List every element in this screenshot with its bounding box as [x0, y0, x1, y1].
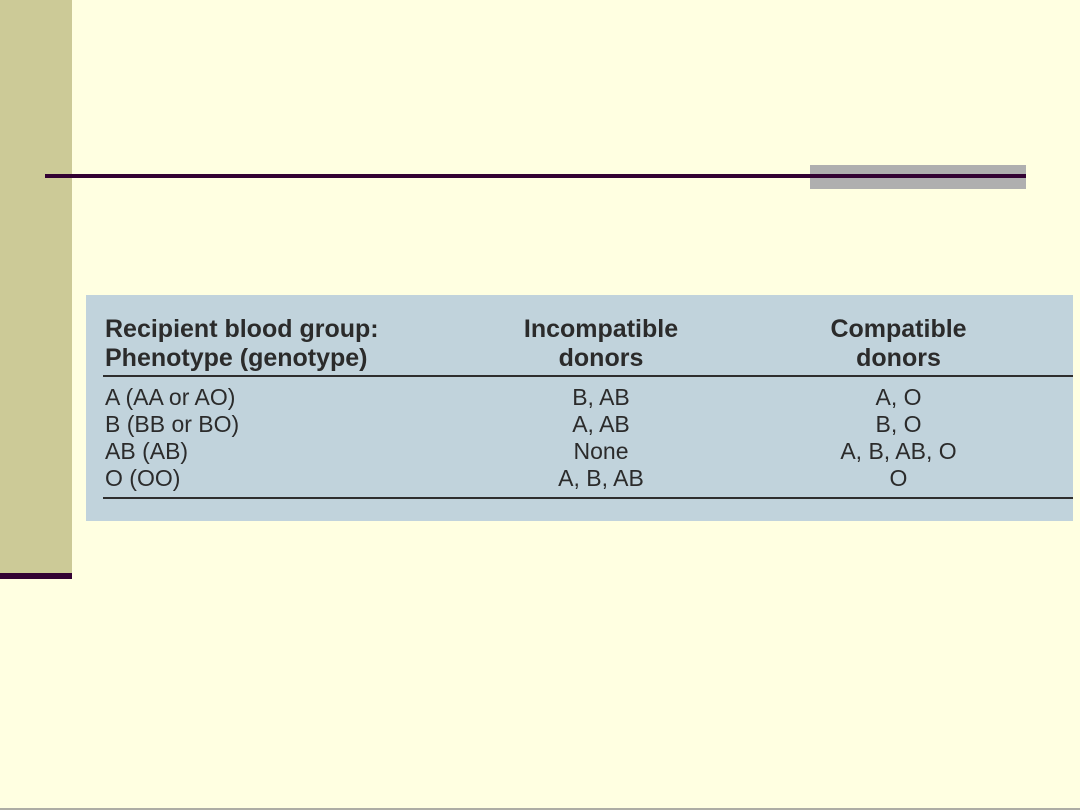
header-recipient-line2: Phenotype (genotype)	[105, 344, 368, 372]
cell-compatible: O	[889, 465, 908, 491]
table-row: O (OO) A, B, AB O	[86, 465, 1073, 492]
table-bottom-rule	[103, 497, 1073, 499]
header-incompatible: Incompatible donors	[416, 315, 786, 373]
header-incompatible-line1: Incompatible	[523, 315, 679, 343]
cell-compatible: A, O	[875, 384, 922, 410]
cell-incompatible: B, AB	[572, 384, 630, 410]
slide-bottom-edge-line	[0, 808, 1080, 810]
cell-incompatible: A, AB	[572, 411, 630, 437]
table-row: B (BB or BO) A, AB B, O	[86, 411, 1073, 438]
cell-compatible: A, B, AB, O	[840, 438, 957, 464]
cell-recipient: A (AA or AO)	[105, 384, 236, 410]
table-row: A (AA or AO) B, AB A, O	[86, 384, 1073, 411]
left-accent-bar	[0, 0, 72, 573]
cell-recipient: O (OO)	[105, 465, 181, 491]
cell-incompatible: A, B, AB	[558, 465, 644, 491]
table-header-rule	[103, 375, 1073, 377]
left-accent-bar-footer-divider	[0, 573, 72, 579]
header-incompatible-line2: donors	[558, 344, 644, 372]
table-header-row: Recipient blood group: Phenotype (genoty…	[86, 315, 1073, 373]
cell-recipient: AB (AB)	[105, 438, 189, 464]
blood-compatibility-table: Recipient blood group: Phenotype (genoty…	[86, 295, 1073, 521]
cell-compatible: B, O	[875, 411, 922, 437]
header-recipient-line1: Recipient blood group:	[105, 315, 379, 343]
header-recipient: Recipient blood group: Phenotype (genoty…	[86, 315, 416, 373]
header-compatible-line1: Compatible	[830, 315, 967, 343]
table-row: AB (AB) None A, B, AB, O	[86, 438, 1073, 465]
header-compatible: Compatible donors	[786, 315, 1011, 373]
cell-recipient: B (BB or BO)	[105, 411, 240, 437]
cell-incompatible: None	[573, 438, 629, 464]
header-compatible-line2: donors	[856, 344, 941, 372]
title-divider-line	[45, 174, 1026, 178]
table-body: A (AA or AO) B, AB A, O B (BB or BO) A, …	[86, 384, 1073, 492]
